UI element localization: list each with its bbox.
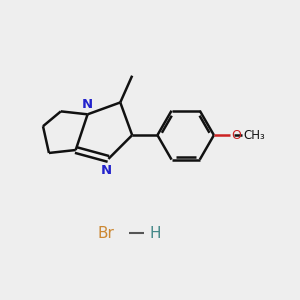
Text: N: N bbox=[82, 98, 93, 111]
Text: Br: Br bbox=[98, 226, 114, 241]
Text: O: O bbox=[231, 129, 241, 142]
Text: H: H bbox=[150, 226, 161, 241]
Text: N: N bbox=[100, 164, 112, 177]
Text: CH₃: CH₃ bbox=[244, 129, 266, 142]
